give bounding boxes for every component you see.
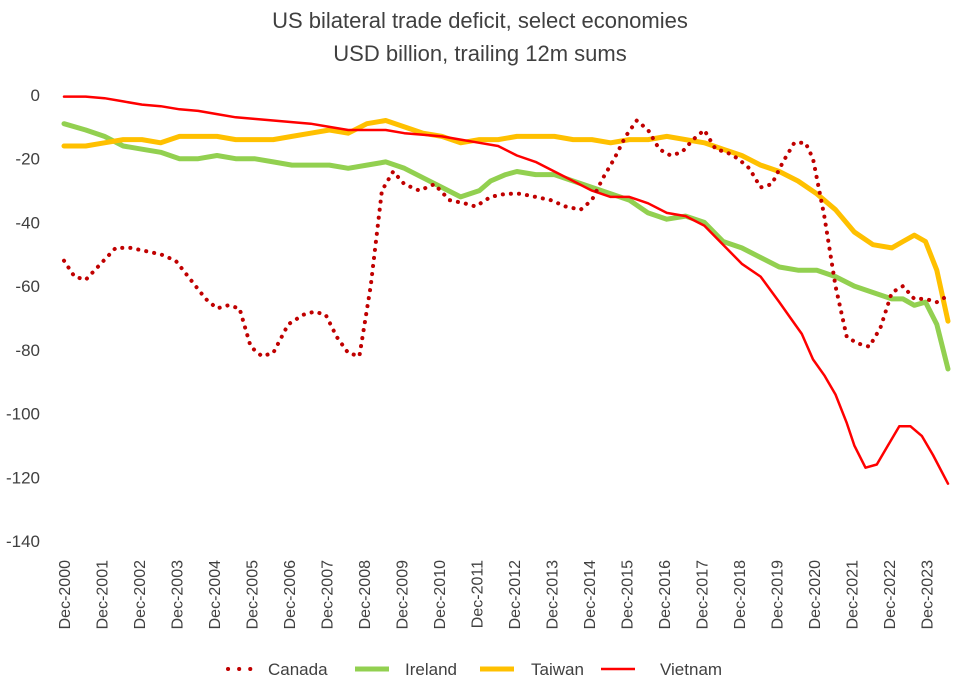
x-tick-label: Dec-2010 xyxy=(432,560,449,629)
series-group xyxy=(61,95,951,485)
x-tick-label: Dec-2003 xyxy=(169,560,186,629)
x-tick-label: Dec-2023 xyxy=(919,560,936,629)
x-tick-label: Dec-2015 xyxy=(619,560,636,629)
x-tick-label: Dec-2012 xyxy=(507,560,524,629)
series-line-canada xyxy=(62,118,950,359)
series-line-vietnam xyxy=(62,95,950,485)
x-tick-label: Dec-2014 xyxy=(582,560,599,629)
x-tick-label: Dec-2022 xyxy=(882,560,899,629)
x-tick-label: Dec-2016 xyxy=(657,560,674,629)
y-tick-label: -80 xyxy=(15,341,40,360)
x-tick-label: Dec-2011 xyxy=(469,560,486,628)
x-tick-label: Dec-2000 xyxy=(57,560,74,629)
y-tick-label: -40 xyxy=(15,213,40,232)
y-tick-label: -60 xyxy=(15,277,40,296)
x-tick-label: Dec-2009 xyxy=(394,560,411,629)
x-tick-label: Dec-2007 xyxy=(319,560,336,629)
x-tick-label: Dec-2005 xyxy=(244,560,261,629)
x-tick-label: Dec-2017 xyxy=(694,560,711,629)
legend: Canada Ireland Taiwan Vietnam xyxy=(226,660,722,679)
x-tick-label: Dec-2006 xyxy=(282,560,299,629)
y-tick-label: 0 xyxy=(31,86,40,105)
series-line-ireland xyxy=(61,121,951,372)
x-axis: Dec-2000 Dec-2001 Dec-2002 Dec-2003 Dec-2004… xyxy=(57,560,936,629)
x-tick-label: Dec-2018 xyxy=(732,560,749,629)
legend-label-taiwan: Taiwan xyxy=(531,660,584,679)
x-tick-label: Dec-2008 xyxy=(357,560,374,629)
chart-subtitle: USD billion, trailing 12m sums xyxy=(333,41,627,66)
x-tick-label: Dec-2001 xyxy=(94,560,111,629)
legend-label-vietnam: Vietnam xyxy=(660,660,722,679)
x-tick-label: Dec-2019 xyxy=(769,560,786,629)
y-tick-label: -100 xyxy=(6,405,40,424)
x-tick-label: Dec-2021 xyxy=(844,560,861,629)
y-axis: 0 -20 -40 -60 -80 -100 -120 -140 xyxy=(6,86,40,551)
y-tick-label: -120 xyxy=(6,468,40,487)
chart-title: US bilateral trade deficit, select econo… xyxy=(272,8,688,33)
y-tick-label: -20 xyxy=(15,150,40,169)
y-tick-label: -140 xyxy=(6,532,40,551)
legend-label-canada: Canada xyxy=(268,660,328,679)
x-tick-label: Dec-2013 xyxy=(544,560,561,629)
legend-label-ireland: Ireland xyxy=(405,660,457,679)
x-tick-label: Dec-2020 xyxy=(807,560,824,629)
series-line-taiwan xyxy=(61,118,951,324)
x-tick-label: Dec-2002 xyxy=(132,560,149,629)
x-tick-label: Dec-2004 xyxy=(207,560,224,629)
